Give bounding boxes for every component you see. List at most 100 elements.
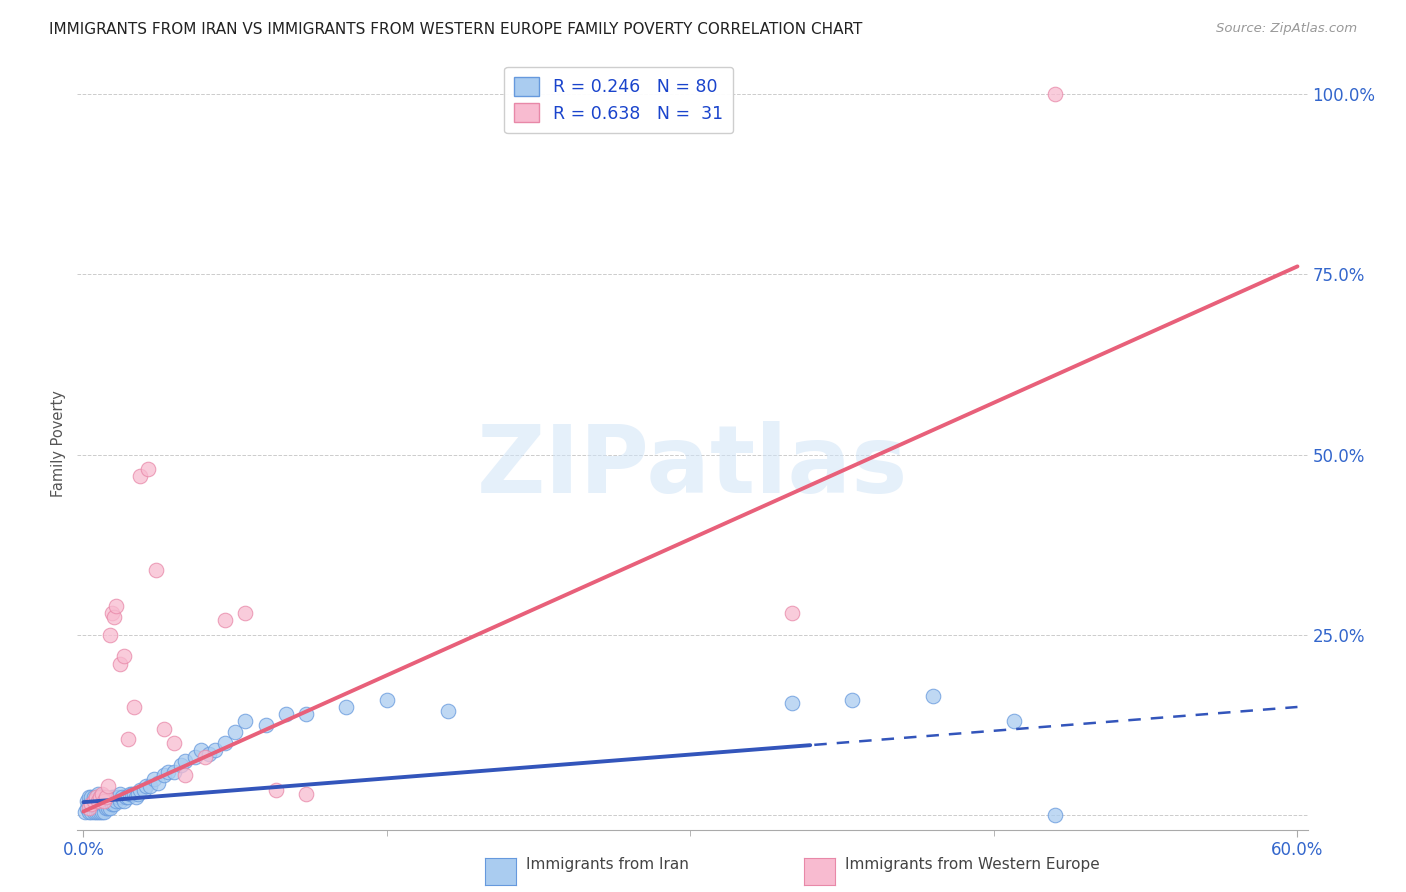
Point	[98, 801, 121, 815]
Point	[198, 747, 221, 761]
Point	[436, 704, 458, 718]
Point	[107, 790, 129, 805]
Point	[80, 790, 103, 805]
Point	[163, 764, 186, 779]
Point	[89, 790, 111, 805]
Y-axis label: Family Poverty: Family Poverty	[51, 391, 66, 497]
Text: Source: ZipAtlas.com: Source: ZipAtlas.com	[1216, 22, 1357, 36]
Point	[143, 772, 166, 786]
Point	[98, 794, 121, 808]
Point	[173, 754, 195, 768]
Point	[93, 790, 115, 805]
Point	[163, 736, 186, 750]
Point	[97, 801, 120, 815]
Point	[80, 797, 103, 812]
Point	[84, 797, 107, 812]
Point	[157, 764, 180, 779]
Point	[108, 794, 131, 808]
Point	[233, 714, 256, 729]
Point	[274, 707, 297, 722]
Point	[136, 462, 159, 476]
Point	[214, 614, 236, 628]
Point	[194, 750, 217, 764]
Point	[79, 797, 101, 812]
Point	[129, 783, 152, 797]
Point	[104, 599, 127, 613]
Point	[80, 797, 103, 812]
Point	[1002, 714, 1025, 729]
Point	[89, 797, 111, 812]
Point	[84, 790, 107, 805]
Point	[139, 779, 162, 793]
Point	[145, 563, 167, 577]
Point	[86, 794, 108, 808]
Point	[83, 794, 105, 808]
Point	[117, 732, 139, 747]
Point	[780, 606, 803, 620]
Point	[98, 628, 121, 642]
Point	[169, 757, 191, 772]
Point	[94, 790, 117, 805]
Point	[90, 790, 112, 805]
Point	[79, 801, 101, 815]
Point	[108, 787, 131, 801]
Point	[89, 790, 111, 805]
Point	[224, 725, 246, 739]
Point	[90, 797, 112, 812]
Point	[148, 775, 170, 789]
Point	[183, 750, 205, 764]
Point	[375, 692, 398, 706]
Point	[86, 801, 108, 815]
Point	[93, 794, 115, 808]
Point	[97, 794, 120, 808]
Point	[295, 707, 318, 722]
Legend: R = 0.246   N = 80, R = 0.638   N =  31: R = 0.246 N = 80, R = 0.638 N = 31	[505, 67, 733, 133]
Point	[75, 805, 97, 819]
Point	[100, 797, 122, 812]
Point	[79, 790, 101, 805]
Text: IMMIGRANTS FROM IRAN VS IMMIGRANTS FROM WESTERN EUROPE FAMILY POVERTY CORRELATIO: IMMIGRANTS FROM IRAN VS IMMIGRANTS FROM …	[49, 22, 863, 37]
Point	[121, 787, 143, 801]
Point	[86, 794, 108, 808]
Point	[214, 736, 236, 750]
Point	[254, 718, 277, 732]
Point	[190, 743, 212, 757]
Point	[93, 805, 115, 819]
Point	[112, 649, 135, 664]
Point	[76, 801, 98, 815]
Text: Immigrants from Iran: Immigrants from Iran	[526, 857, 689, 872]
Point	[89, 805, 111, 819]
Point	[135, 779, 157, 793]
Point	[86, 787, 108, 801]
Point	[103, 790, 125, 805]
Point	[335, 700, 357, 714]
Point	[132, 783, 155, 797]
Point	[103, 797, 125, 812]
Point	[94, 801, 117, 815]
Point	[122, 787, 145, 801]
Point	[780, 697, 803, 711]
Point	[103, 610, 125, 624]
Point	[115, 790, 138, 805]
Point	[122, 700, 145, 714]
Point	[93, 797, 115, 812]
Point	[118, 787, 141, 801]
Point	[173, 768, 195, 782]
Point	[100, 790, 122, 805]
Point	[1043, 87, 1066, 101]
Point	[83, 805, 105, 819]
Point	[79, 805, 101, 819]
Point	[295, 787, 318, 801]
Point	[233, 606, 256, 620]
Text: ZIPatlas: ZIPatlas	[477, 421, 908, 513]
Text: Immigrants from Western Europe: Immigrants from Western Europe	[845, 857, 1099, 872]
Point	[125, 790, 148, 805]
Point	[76, 794, 98, 808]
Point	[153, 722, 176, 736]
Point	[153, 768, 176, 782]
Point	[80, 805, 103, 819]
Point	[111, 790, 134, 805]
Point	[83, 790, 105, 805]
Point	[94, 794, 117, 808]
Point	[100, 606, 122, 620]
